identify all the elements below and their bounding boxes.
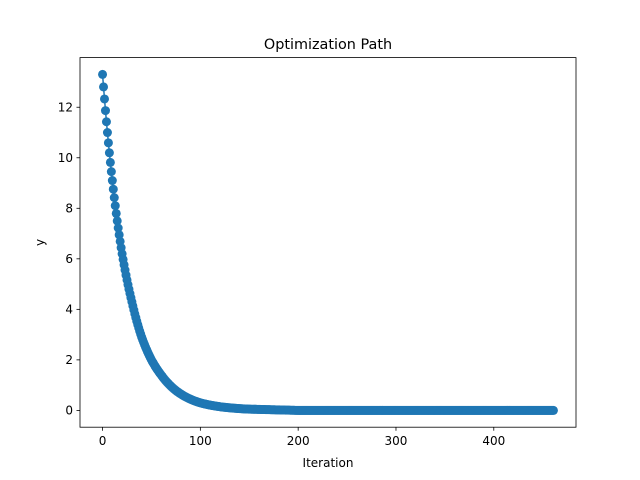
data-point [100, 106, 110, 116]
data-point [98, 69, 108, 79]
x-axis-label: Iteration [303, 456, 354, 470]
data-point [111, 208, 121, 218]
data-point [99, 82, 109, 92]
data-point [106, 167, 116, 177]
data-point [101, 117, 111, 127]
data-point [105, 157, 115, 167]
chart-title: Optimization Path [264, 37, 392, 53]
x-tick-label: 0 [99, 434, 107, 448]
y-tick-label: 6 [65, 252, 73, 266]
y-tick-label: 10 [58, 151, 73, 165]
y-tick-label: 8 [65, 202, 73, 216]
data-points [98, 69, 558, 415]
x-tick-label: 300 [385, 434, 408, 448]
data-point [112, 216, 122, 226]
data-point [110, 201, 120, 211]
x-tick-label: 200 [287, 434, 310, 448]
data-point [102, 128, 112, 138]
y-tick-label: 4 [65, 303, 73, 317]
data-point [104, 148, 114, 158]
data-point [108, 184, 118, 194]
data-point [103, 138, 113, 148]
data-point [109, 193, 119, 203]
x-axis-ticks: 0 100 200 300 400 [99, 427, 505, 448]
data-point [548, 405, 558, 415]
plot-area [79, 57, 577, 428]
y-tick-label: 2 [65, 353, 73, 367]
x-tick-label: 400 [482, 434, 505, 448]
y-tick-label: 12 [58, 101, 73, 115]
x-tick-label: 100 [189, 434, 212, 448]
data-point [107, 176, 117, 186]
data-point [100, 94, 109, 104]
y-axis-label: y [33, 239, 47, 246]
axes-frame [79, 57, 577, 428]
y-axis-ticks: 0 2 4 6 8 10 12 [58, 101, 80, 418]
data-point [113, 223, 123, 233]
y-tick-label: 0 [65, 404, 73, 418]
